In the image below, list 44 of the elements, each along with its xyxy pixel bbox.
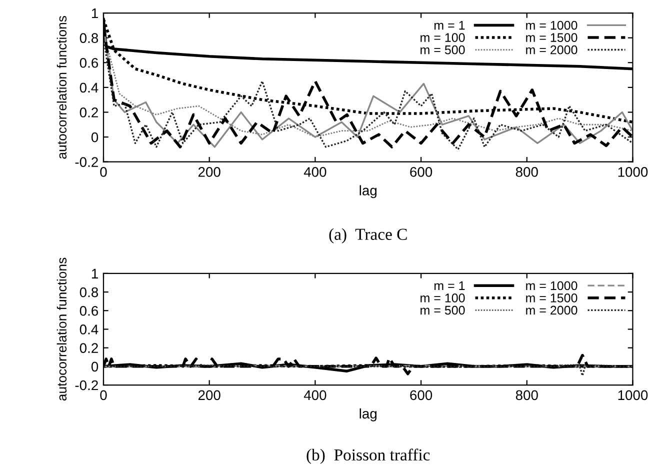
text: (b) Poisson traffic	[306, 448, 430, 464]
x-tick-label: 400	[304, 390, 326, 400]
x-tick-label: 200	[198, 167, 220, 177]
y-tick-label: 0.8	[80, 33, 98, 43]
x-axis-title: lag	[360, 408, 376, 422]
y-axis-title: autocorrelation functions	[56, 16, 67, 159]
legend-label: m = 100	[420, 294, 465, 302]
y-tick-label: 0.4	[80, 82, 98, 93]
legend-label: m = 500	[420, 306, 465, 315]
legend-label: m = 2000	[526, 306, 578, 315]
text: (a) Trace C	[329, 228, 407, 244]
y-tick-label: 0.2	[80, 108, 98, 118]
legend-label: m = 1000	[526, 20, 578, 30]
legend-label: m = 500	[420, 45, 465, 54]
legend-label: m = 1	[434, 281, 465, 290]
y-tick-label: 0.6	[80, 58, 98, 68]
y-axis-title: autocorrelation functions	[56, 258, 67, 401]
legend-label: m = 2000	[526, 45, 578, 54]
x-tick-label: 0	[100, 167, 107, 177]
x-tick-label: 600	[410, 390, 432, 400]
y-tick-label: 0.2	[80, 343, 98, 353]
y-tick-label: -0.2	[75, 157, 98, 167]
y-tick-label: 0.4	[80, 324, 98, 334]
y-tick-label: 0.8	[80, 287, 98, 298]
x-tick-label: 1000	[618, 167, 648, 177]
y-tick-label: 0.6	[80, 306, 98, 316]
legend-label: m = 100	[420, 33, 465, 42]
y-tick-label: 1	[92, 268, 98, 278]
x-axis-title: lag	[360, 185, 376, 198]
y-tick-label: -0.2	[75, 380, 98, 390]
legend-label: m = 1500	[526, 294, 578, 302]
x-tick-label: 0	[100, 390, 107, 400]
x-tick-label: 400	[304, 167, 326, 177]
y-tick-label: 0	[91, 132, 98, 142]
y-tick-label: 0	[91, 362, 98, 372]
y-tick-label: 1	[92, 8, 98, 18]
x-tick-label: 600	[410, 167, 432, 177]
x-tick-label: 1000	[618, 390, 648, 400]
x-tick-label: 200	[198, 390, 220, 400]
legend-label: m = 1	[434, 20, 465, 30]
legend-label: m = 1000	[526, 281, 578, 290]
legend-label: m = 1500	[526, 33, 578, 42]
x-tick-label: 800	[516, 390, 538, 400]
x-tick-label: 800	[516, 167, 538, 177]
